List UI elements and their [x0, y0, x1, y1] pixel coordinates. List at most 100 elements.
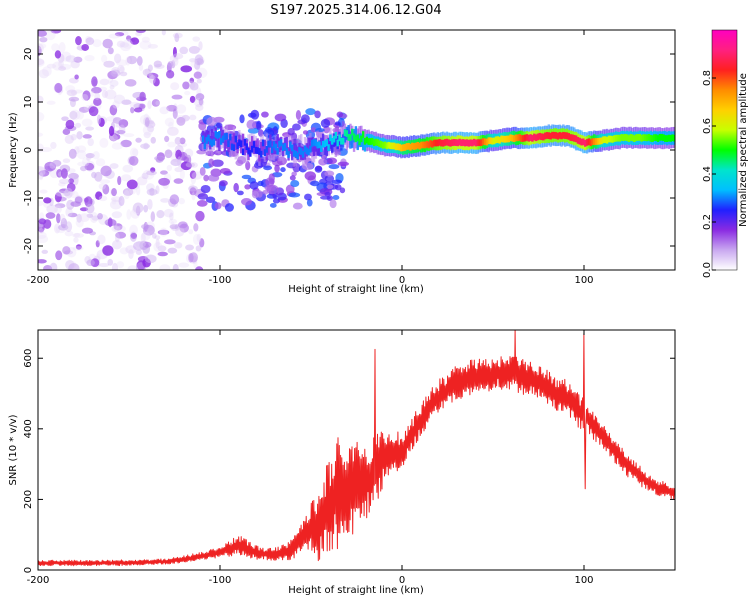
heatmap-scatter-cell — [304, 193, 312, 201]
heatmap-ridge-cell — [442, 139, 445, 147]
heatmap-noise-cell — [70, 133, 77, 141]
heatmap-noise-cell — [147, 64, 153, 72]
heatmap-ridge-cell — [443, 139, 447, 146]
heatmap-noise-cell — [182, 81, 190, 90]
heatmap-scatter-cell — [206, 116, 218, 127]
heatmap-noise-cell — [38, 69, 49, 79]
heatmap-noise-cell — [148, 73, 154, 83]
heatmap-scatter-cell — [274, 113, 287, 122]
heatmap-ridge-cell — [467, 139, 470, 147]
heatmap-noise-cell — [38, 30, 47, 37]
heatmap-scatter-cell — [306, 198, 313, 207]
heatmap-ridge-cell — [531, 134, 534, 142]
heatmap-ridge-cell — [263, 149, 267, 156]
heatmap-noise-cell — [111, 225, 121, 233]
heatmap-scatter-cell — [334, 184, 342, 191]
heatmap-noise-cell — [126, 99, 131, 104]
heatmap-ridge-cell — [471, 139, 474, 147]
heatmap-noise-cell — [68, 172, 79, 180]
heatmap-noise-cell — [119, 41, 130, 48]
heatmap-noise-cell — [119, 66, 125, 72]
heatmap-ridge-cell — [660, 133, 663, 141]
heatmap-ridge-cell — [252, 141, 256, 148]
heatmap-ridge-cell — [585, 139, 589, 146]
heatmap-ridge-cell — [269, 140, 272, 148]
heatmap-noise-cell — [150, 136, 156, 144]
heatmap-noise-cell — [109, 163, 119, 169]
heatmap-ridge-cell — [385, 142, 389, 150]
heatmap-ridge-cell — [403, 144, 407, 151]
heatmap-scatter-cell — [290, 179, 300, 188]
heatmap-noise-cell — [91, 86, 102, 94]
heatmap-ridge-cell — [483, 138, 487, 146]
heatmap-ridge-cell — [574, 135, 578, 143]
heatmap-noise-cell — [38, 231, 47, 239]
heatmap-ridge-cell — [567, 133, 571, 140]
heatmap-scatter-cell — [214, 202, 222, 210]
heatmap-ridge-cell — [451, 139, 454, 147]
heatmap-noise-cell — [75, 35, 82, 46]
heatmap-ridge-cell — [285, 148, 288, 155]
heatmap-noise-cell — [38, 59, 45, 67]
heatmap-ridge-cell — [205, 129, 208, 144]
heatmap-noise-cell — [38, 58, 45, 66]
heatmap-noise-cell — [62, 158, 71, 164]
heatmap-noise-cell — [146, 188, 158, 196]
heatmap-ridge-cell — [274, 143, 278, 151]
heatmap-noise-cell — [65, 119, 75, 130]
heatmap-ridge-cell — [336, 139, 339, 147]
heatmap-ridge-cell — [562, 131, 565, 139]
heatmap-ridge-cell — [554, 132, 558, 139]
heatmap-ridge-cell — [294, 150, 298, 158]
heatmap-scatter-cell — [324, 191, 331, 197]
heatmap-noise-cell — [92, 39, 102, 48]
heatmap-scatter-cell — [331, 179, 343, 185]
heatmap-noise-cell — [170, 82, 180, 91]
heatmap-noise-cell — [121, 99, 132, 105]
spectrogram-x-axis: -200 -100 0 100 — [27, 30, 594, 286]
heatmap-ridge-cell — [591, 138, 594, 146]
heatmap-noise-cell — [155, 238, 160, 249]
heatmap-ridge-cell — [241, 148, 245, 156]
snr-series-line — [38, 330, 675, 567]
heatmap-noise-cell — [156, 209, 165, 219]
heatmap-noise-cell — [174, 241, 183, 249]
heatmap-noise-cell — [43, 265, 53, 270]
heatmap-ridge-cell — [354, 135, 358, 143]
heatmap-ridge-cell — [358, 138, 361, 146]
heatmap-noise-cell — [172, 53, 184, 60]
colorbar-tick-label: 0.2 — [702, 214, 713, 230]
heatmap-noise-cell — [136, 56, 143, 66]
heatmap-ridge-cell — [343, 129, 347, 137]
heatmap-noise-cell — [152, 77, 160, 87]
heatmap-noise-cell — [99, 137, 109, 148]
heatmap-noise-cell — [130, 106, 135, 114]
heatmap-ridge-cell — [258, 148, 261, 155]
heatmap-ridge-cell — [436, 139, 439, 147]
heatmap-ridge-cell — [611, 136, 614, 143]
y-tick-label: 10 — [23, 96, 34, 109]
heatmap-noise-cell — [88, 106, 99, 117]
heatmap-ridge-cell — [633, 135, 636, 142]
heatmap-noise-cell — [67, 212, 78, 218]
heatmap-ridge-cell — [236, 142, 239, 150]
heatmap-scatter-cell — [329, 199, 337, 209]
heatmap-noise-cell — [84, 54, 95, 62]
heatmap-ridge-cell — [278, 140, 281, 148]
heatmap-noise-cell — [85, 152, 95, 159]
heatmap-ridge-cell — [349, 135, 352, 149]
heatmap-ridge-cell — [392, 142, 396, 150]
heatmap-ridge-cell — [229, 133, 232, 141]
heatmap-noise-cell — [112, 100, 120, 109]
heatmap-noise-cell — [118, 124, 126, 136]
heatmap-noise-cell — [94, 92, 100, 100]
heatmap-ridge-cell — [312, 142, 316, 157]
heatmap-ridge-cell — [543, 132, 547, 140]
heatmap-noise-cell — [69, 109, 81, 121]
heatmap-noise-cell — [75, 110, 84, 120]
heatmap-noise-cell — [80, 165, 88, 172]
heatmap-noise-cell — [122, 188, 134, 196]
heatmap-ridge-cell — [331, 139, 334, 153]
heatmap-noise-cell — [175, 226, 185, 237]
heatmap-ridge-cell — [549, 132, 552, 140]
